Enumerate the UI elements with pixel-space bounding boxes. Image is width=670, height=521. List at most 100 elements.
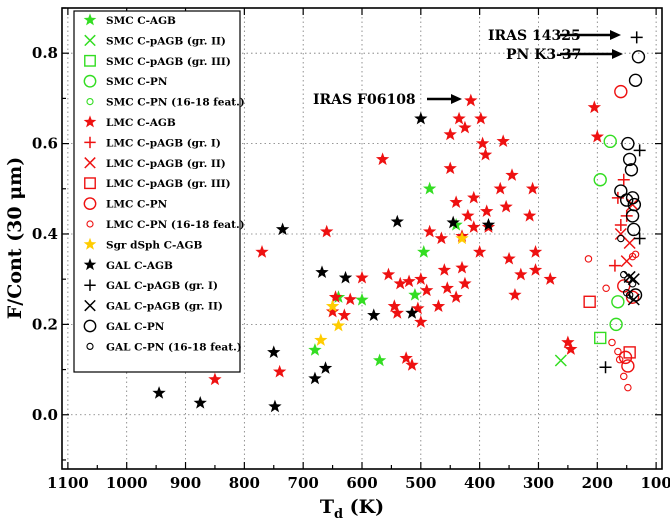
data-point (625, 290, 640, 304)
y-axis-label: F/Cont (30 μm) (4, 157, 26, 319)
data-point (458, 120, 472, 134)
data-point (420, 283, 434, 297)
legend-label: SMC C-pAGB (gr. III) (106, 56, 231, 68)
legend-label: GAL C-pAGB (gr. II) (106, 301, 223, 313)
legend-marker (84, 177, 96, 190)
data-point (422, 181, 437, 195)
data-point (431, 299, 446, 312)
data-point (474, 111, 488, 125)
data-point (478, 147, 493, 161)
data-point (414, 315, 428, 328)
data-point (528, 263, 543, 276)
legend-entry: LMC C-pAGB (gr. II) (84, 157, 226, 170)
data-point (467, 220, 481, 233)
legend-entry: SMC C-pAGB (gr. III) (84, 54, 231, 68)
data-point (502, 251, 516, 265)
data-point (267, 345, 281, 359)
data-point (331, 318, 346, 332)
data-point (480, 204, 494, 218)
annotations: IRAS 14325 PN K3-37 IRAS F06108 (313, 28, 623, 108)
data-point (272, 364, 287, 378)
data-point (355, 292, 369, 306)
data-point (193, 396, 207, 409)
data-point (627, 222, 641, 237)
legend-marker (86, 220, 94, 228)
x-axis-label: Td (K) (320, 496, 384, 521)
data-point (417, 245, 431, 258)
x-tick-label: 600 (346, 474, 377, 492)
data-point (315, 265, 329, 279)
data-point (325, 304, 340, 318)
x-tick-label: 500 (405, 474, 436, 492)
data-point (402, 274, 416, 288)
data-point (611, 295, 625, 309)
data-point (614, 84, 628, 99)
data-point (355, 270, 369, 284)
legend-label: SMC C-pAGB (gr. II) (106, 35, 226, 47)
legend-label: SMC C-PN (106, 76, 168, 88)
data-point (508, 288, 522, 301)
data-point (337, 308, 352, 321)
x-tick-label: 400 (464, 474, 495, 492)
series-smc-c-pagb-gr-iii (594, 331, 607, 345)
data-point (525, 181, 540, 195)
data-point (602, 284, 610, 292)
data-point (621, 359, 635, 373)
legend-marker (83, 197, 97, 211)
series-gal-c-pn-16-18-feat (617, 234, 637, 299)
data-point (455, 231, 469, 245)
data-point (472, 245, 487, 258)
series-smc-c-pagb-gr-ii (554, 354, 567, 367)
data-point (522, 208, 537, 222)
data-point (408, 288, 422, 301)
annotation-label: PN K3-37 (506, 47, 581, 63)
legend-marker (84, 54, 96, 67)
legend-marker (84, 299, 96, 312)
x-tick-label: 100 (640, 474, 670, 492)
data-point (458, 276, 472, 290)
series-lmc-c-pn-16-18-feat (584, 250, 640, 392)
legend-entry: GAL C-pAGB (gr. II) (84, 299, 223, 313)
data-point (308, 343, 322, 356)
annotation: IRAS 14325 (488, 28, 621, 44)
annotation-label: IRAS 14325 (488, 28, 581, 44)
data-point (481, 217, 496, 231)
series-lmc-c-pn (614, 84, 640, 373)
data-point (587, 100, 602, 114)
annotation-label: IRAS F06108 (313, 92, 416, 108)
data-point (625, 291, 634, 299)
annotation-arrow-head (612, 49, 623, 59)
y-tick-label: 0.4 (32, 225, 58, 243)
legend-marker (84, 34, 96, 47)
legend-label: LMC C-pAGB (gr. I) (106, 137, 221, 149)
series-lmc-c-pagb-gr-iii (583, 295, 636, 359)
data-point (608, 338, 616, 347)
data-point (449, 290, 463, 303)
axis-ticks: 1100 1000 900 800 700 600 500 400 300 200 100 0.0 0.… (32, 7, 670, 492)
data-point (590, 129, 604, 143)
data-point (449, 195, 463, 209)
data-point (328, 290, 343, 303)
legend-marker (83, 115, 97, 128)
data-point (422, 224, 437, 238)
data-point (620, 193, 634, 207)
data-point (617, 234, 625, 243)
data-point (414, 272, 428, 285)
data-point (593, 173, 607, 187)
data-point (630, 31, 643, 44)
y-tick-label: 0.8 (32, 44, 58, 62)
y-tick-label: 0.0 (32, 406, 58, 424)
annotation: IRAS F06108 (313, 92, 462, 108)
x-tick-label: 200 (582, 474, 613, 492)
legend-entry: LMC C-PN (83, 197, 168, 211)
data-point (455, 260, 469, 274)
data-point (627, 273, 640, 286)
data-point (268, 399, 282, 413)
data-point (372, 353, 387, 367)
data-point (375, 152, 390, 166)
legend-entry: LMC C-pAGB (gr. I) (84, 136, 221, 149)
data-point (631, 250, 640, 259)
data-point (514, 267, 528, 281)
legend-entry: Sgr dSph C-AGB (83, 237, 202, 251)
legend-entry: SMC C-PN (16-18 feat.) (86, 97, 245, 109)
